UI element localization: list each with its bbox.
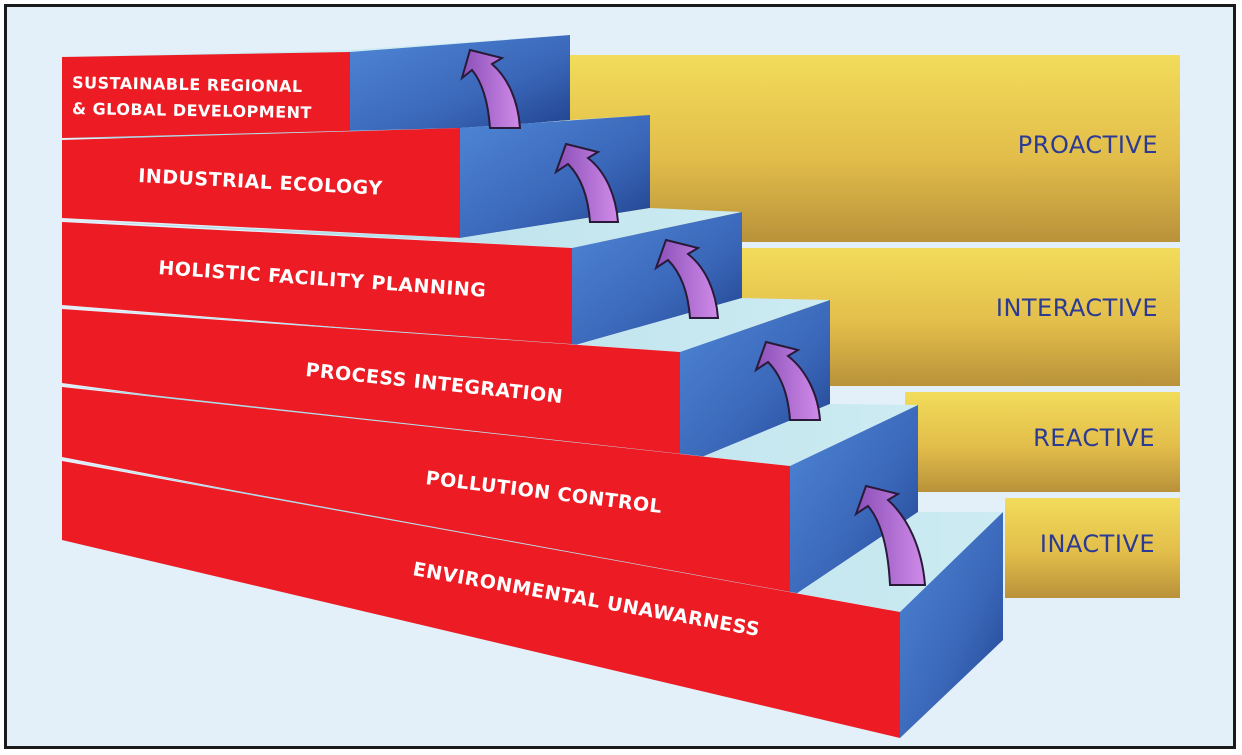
step-arrows	[460, 48, 927, 586]
step-riser	[350, 35, 570, 138]
step-front	[62, 461, 900, 738]
band-reactive	[905, 392, 1180, 492]
step-riser	[572, 212, 742, 346]
level-label-proactive: PROACTIVE	[1018, 131, 1158, 159]
step-riser	[680, 300, 830, 466]
step-4	[62, 208, 742, 346]
step-front	[62, 52, 350, 138]
step-front	[62, 309, 680, 466]
step-3	[62, 298, 830, 466]
curved-up-arrow-icon	[554, 142, 620, 223]
level-label-interactive: INTERACTIVE	[996, 294, 1158, 322]
step-top-face	[62, 208, 742, 248]
step-label-sustainable-line1: SUSTAINABLE REGIONAL	[72, 73, 303, 96]
step-riser	[790, 405, 918, 598]
level-label-inactive: INACTIVE	[1040, 530, 1155, 558]
step-1	[62, 459, 1003, 738]
step-label-sustainable-line2: & GLOBAL DEVELOPMENT	[72, 99, 312, 122]
step-2	[62, 385, 918, 598]
step-top-face	[62, 298, 830, 352]
step-riser	[900, 512, 1003, 738]
step-top-face	[62, 459, 1003, 612]
curved-up-arrow-icon	[854, 484, 927, 586]
step-front	[62, 387, 790, 598]
band-inactive	[1005, 498, 1180, 598]
level-labels: PROACTIVE INTERACTIVE REACTIVE INACTIVE	[996, 131, 1158, 558]
curved-up-arrow-icon	[654, 238, 720, 319]
level-label-reactive: REACTIVE	[1033, 424, 1155, 452]
step-front	[62, 128, 460, 238]
curved-up-arrow-icon	[754, 340, 822, 421]
curved-up-arrow-icon	[460, 48, 522, 129]
step-front	[62, 222, 572, 346]
